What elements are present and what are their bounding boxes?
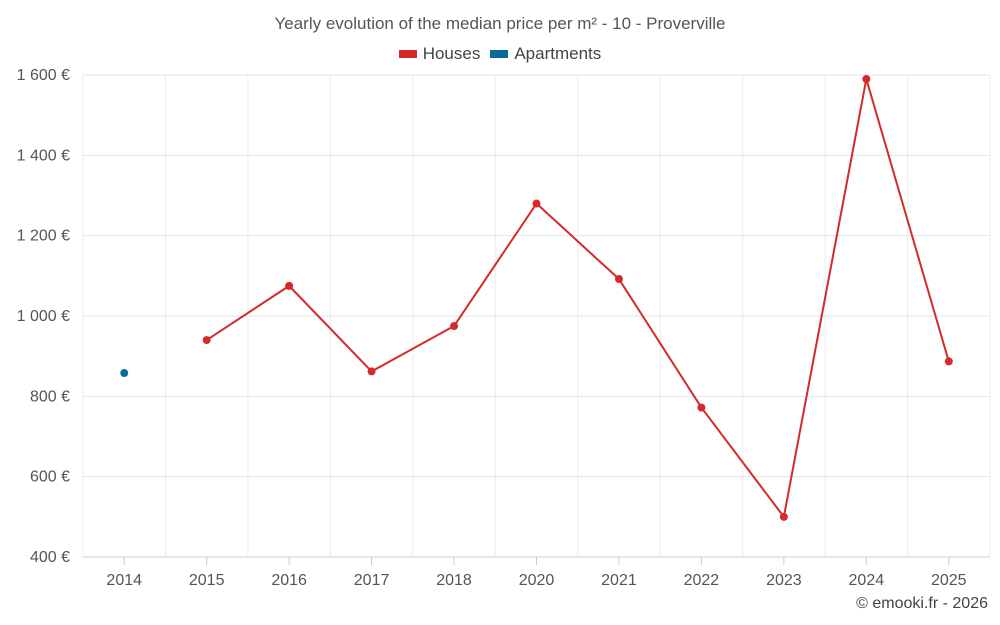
chart-legend: Houses Apartments — [0, 44, 1000, 64]
x-tick-label: 2024 — [849, 572, 885, 589]
data-point-houses — [450, 322, 459, 331]
legend-swatch-apartments — [490, 50, 509, 58]
legend-item-houses[interactable]: Houses — [398, 44, 481, 64]
x-tick-label: 2017 — [354, 572, 390, 589]
y-tick-label: 1 200 € — [17, 228, 70, 245]
legend-label-apartments: Apartments — [514, 44, 602, 63]
data-point-houses — [285, 281, 294, 290]
y-tick-label: 600 € — [30, 469, 70, 486]
x-tick-label: 2021 — [601, 572, 637, 589]
data-point-houses — [697, 403, 706, 412]
y-tick-label: 1 400 € — [17, 147, 70, 164]
x-tick-label: 2023 — [766, 572, 802, 589]
y-tick-label: 400 € — [30, 549, 70, 566]
x-tick-label: 2020 — [519, 572, 555, 589]
x-tick-label: 2018 — [436, 572, 472, 589]
x-tick-label: 2022 — [684, 572, 720, 589]
data-point-houses — [202, 336, 211, 345]
y-tick-label: 1 600 € — [17, 67, 70, 84]
x-tick-label: 2016 — [271, 572, 307, 589]
legend-swatch-houses — [398, 50, 417, 58]
legend-item-apartments[interactable]: Apartments — [490, 44, 601, 64]
data-point-apartments — [120, 369, 129, 378]
data-point-houses — [532, 199, 541, 208]
data-point-houses — [367, 367, 376, 376]
data-point-houses — [614, 275, 623, 284]
data-point-houses — [862, 75, 871, 84]
series-line-houses — [206, 78, 950, 518]
x-tick-label: 2014 — [106, 572, 142, 589]
legend-label-houses: Houses — [422, 44, 481, 63]
data-point-houses — [779, 512, 788, 521]
footer-credit: © emooki.fr - 2026 — [856, 595, 988, 612]
y-tick-label: 800 € — [30, 388, 70, 405]
x-tick-label: 2015 — [189, 572, 225, 589]
chart-title: Yearly evolution of the median price per… — [274, 14, 726, 33]
data-point-houses — [944, 357, 953, 366]
x-tick-label: 2025 — [931, 572, 967, 589]
y-tick-label: 1 000 € — [17, 308, 70, 325]
